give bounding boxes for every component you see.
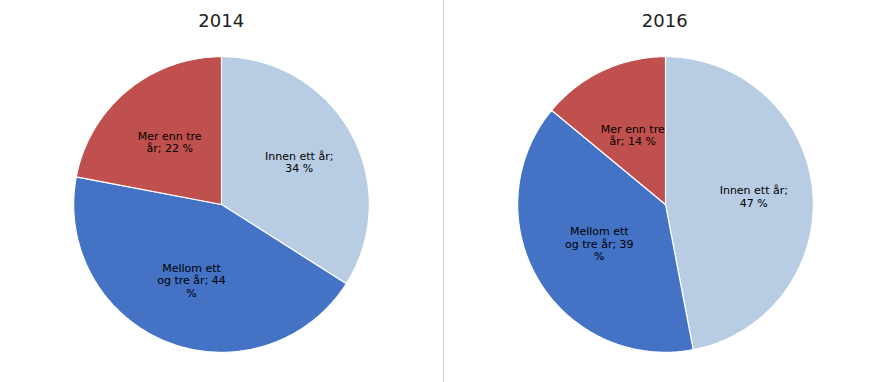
svg-text:Mellom ettog tre år; 39%: Mellom ettog tre år; 39% (565, 225, 634, 263)
svg-text:Mellom ettog tre år; 44%: Mellom ettog tre år; 44% (158, 261, 227, 299)
html-text:2014: 2014 (198, 10, 245, 31)
html-text:2016: 2016 (641, 10, 688, 31)
svg-text:Mer enn treår; 22 %: Mer enn treår; 22 % (138, 130, 202, 156)
svg-text:Innen ett år;34 %: Innen ett år;34 % (265, 149, 333, 175)
svg-text:Mer enn treår; 14 %: Mer enn treår; 14 % (601, 123, 665, 149)
svg-text:Innen ett år;47 %: Innen ett år;47 % (719, 184, 787, 210)
